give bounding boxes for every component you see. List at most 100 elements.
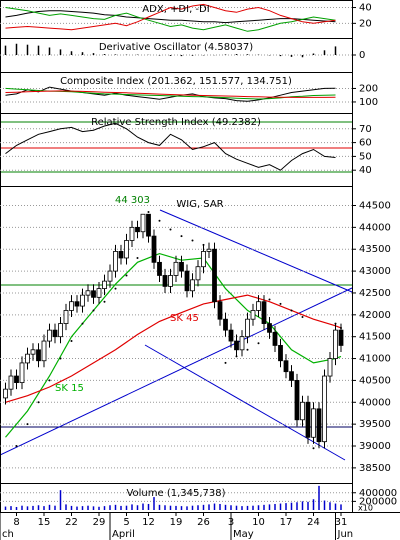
trend-lines [0, 121, 353, 461]
candle-body [305, 401, 311, 438]
candle-body [245, 318, 250, 338]
candle-body [322, 375, 327, 443]
candle-body [234, 340, 239, 351]
x-tick-label: 31 [335, 517, 348, 528]
candle-body [311, 408, 316, 438]
series-line [5, 10, 336, 24]
candle-body [289, 371, 294, 381]
candle-body [69, 301, 74, 311]
sar-dot [224, 361, 227, 364]
candle-body [25, 353, 30, 364]
candle-body [135, 226, 140, 233]
y-tick-label: 70 [359, 124, 372, 135]
y-tick-label: 20 [359, 18, 372, 29]
candle-body [52, 329, 58, 338]
sar-dot [114, 287, 117, 290]
panel-title: Composite Index (201.362, 151.577, 134.7… [60, 76, 292, 87]
series-line [5, 3, 336, 31]
candle-body [107, 270, 113, 282]
y-tick-label: 43000 [359, 266, 391, 277]
candle-body [190, 279, 195, 292]
candle-body [250, 310, 256, 320]
candle-body [102, 280, 107, 289]
sar-dot [92, 309, 95, 312]
candle-body [201, 251, 206, 268]
candle-body [327, 358, 333, 377]
candle-body [333, 329, 338, 359]
y-tick-label: 100 [359, 97, 378, 108]
sar-dot [246, 348, 249, 351]
sar-dot [191, 239, 194, 242]
candle-body [85, 290, 91, 296]
candle-body [19, 362, 25, 384]
candle-body [162, 275, 168, 287]
candle-body [239, 336, 245, 351]
y-tick-label: 39500 [359, 419, 391, 430]
candle-body [184, 270, 190, 292]
series-line [5, 7, 336, 32]
moving-average [5, 294, 342, 403]
sar-dot [268, 298, 271, 301]
candle-body [14, 375, 19, 384]
trend-line [0, 287, 353, 456]
sar-dot [15, 445, 18, 448]
sar-dot [136, 256, 139, 259]
y-tick-label: 41500 [359, 332, 391, 343]
x-tick-label: 29 [93, 517, 106, 528]
sar-dot [301, 316, 304, 319]
candle-body [300, 401, 305, 421]
candle-body [151, 235, 157, 263]
month-label: Jun [337, 529, 354, 540]
x-tick-label: 22 [65, 517, 78, 528]
panel-title: Volume (1,345,738) [126, 488, 225, 499]
series-label: SK 15 [55, 383, 84, 394]
candle-body [267, 323, 272, 333]
candle-body [113, 251, 118, 272]
sar-dot [147, 211, 150, 214]
candle-body [3, 388, 8, 399]
candle-body [278, 345, 283, 362]
y-tick-label: 39000 [359, 441, 391, 452]
y-tick-label: 50 [359, 151, 372, 162]
candle-body [294, 380, 300, 421]
candle-body [223, 318, 228, 331]
candle-body [80, 294, 85, 307]
sar-dot [26, 423, 29, 426]
x-tick-label: 15 [38, 517, 51, 528]
scale-label: x10 [358, 504, 373, 513]
y-tick-label: 42000 [359, 310, 391, 321]
trend-line [144, 344, 346, 461]
candle-body [41, 340, 47, 362]
candle-body [47, 329, 52, 342]
x-tick-label: 26 [197, 517, 210, 528]
sar-dot [81, 322, 84, 325]
y-tick-label: 0 [359, 50, 365, 61]
y-tick-label: 200000 [359, 496, 397, 507]
candle-body [283, 360, 289, 373]
sar-dot [37, 401, 40, 404]
y-tick-label: 60 [359, 138, 372, 149]
series-line [5, 122, 336, 171]
y-tick-label: 40 [359, 165, 372, 176]
candle-body [217, 301, 223, 320]
candle-body [129, 226, 135, 241]
candle-body [96, 288, 102, 298]
candle-body [179, 261, 184, 272]
panel-title: Relative Strength Index (49.2382) [91, 117, 261, 128]
sar-dot [257, 342, 260, 345]
series-line [5, 90, 336, 98]
y-tick-label: 41000 [359, 354, 391, 365]
panel-title: Derivative Oscillator (4.58037) [99, 42, 253, 53]
candle-body [118, 251, 124, 259]
sar-dot [48, 379, 51, 382]
candle-body [206, 248, 212, 252]
sar-dot [125, 274, 128, 277]
candle-body [195, 266, 201, 281]
candle-body [168, 275, 173, 287]
sar-dot [290, 309, 293, 312]
x-tick-label: 8 [13, 517, 19, 528]
candle-body [338, 329, 344, 346]
candle-body [212, 248, 217, 303]
month-label: April [112, 529, 135, 540]
